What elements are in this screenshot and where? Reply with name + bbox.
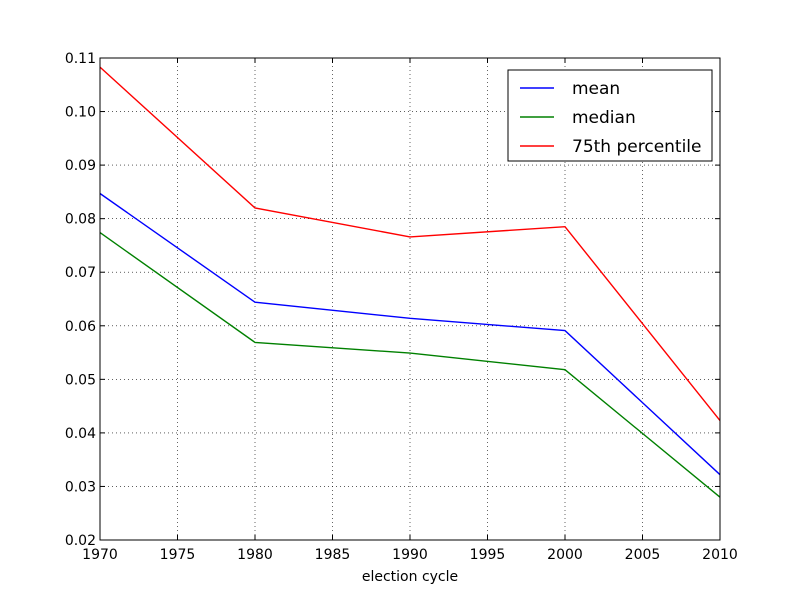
- y-tick-label: 0.05: [65, 372, 96, 388]
- series-line-mean: [99, 192, 721, 476]
- x-tick-label: 1980: [237, 547, 273, 563]
- x-tick-labels: 1970 1975 1980 1985 1990 1995 2000 2005 2010: [82, 547, 738, 563]
- x-tick-label: 2000: [547, 547, 583, 563]
- legend-label: mean: [572, 79, 620, 99]
- y-tick-label: 0.08: [65, 212, 96, 228]
- x-tick-label: 2005: [625, 547, 661, 563]
- axis-ticks: [99, 57, 721, 541]
- y-tick-labels: 0.02 0.03 0.04 0.05 0.06 0.07 0.08 0.09 0.10 0.11: [65, 51, 96, 549]
- x-tick-label: 1995: [470, 547, 506, 563]
- y-tick-label: 0.03: [65, 479, 96, 495]
- y-tick-label: 0.10: [65, 105, 96, 121]
- y-tick-label: 0.07: [65, 265, 96, 281]
- x-tick-label: 1985: [315, 547, 351, 563]
- y-tick-label: 0.02: [65, 533, 96, 549]
- legend-label: median: [572, 108, 636, 128]
- y-tick-label: 0.09: [65, 158, 96, 174]
- series-line-median: [99, 232, 721, 498]
- y-tick-label: 0.11: [65, 51, 96, 67]
- x-tick-label: 1990: [392, 547, 428, 563]
- series-lines: [99, 66, 721, 498]
- x-tick-label: 1970: [82, 547, 118, 563]
- legend: mean median 75th percentile: [507, 69, 713, 162]
- series-line-75th-percentile: [99, 66, 721, 422]
- y-tick-label: 0.06: [65, 319, 96, 335]
- x-tick-label: 2010: [702, 547, 738, 563]
- x-axis-label: election cycle: [362, 569, 458, 585]
- x-tick-label: 1975: [160, 547, 196, 563]
- y-tick-label: 0.04: [65, 426, 96, 442]
- legend-label: 75th percentile: [572, 137, 702, 157]
